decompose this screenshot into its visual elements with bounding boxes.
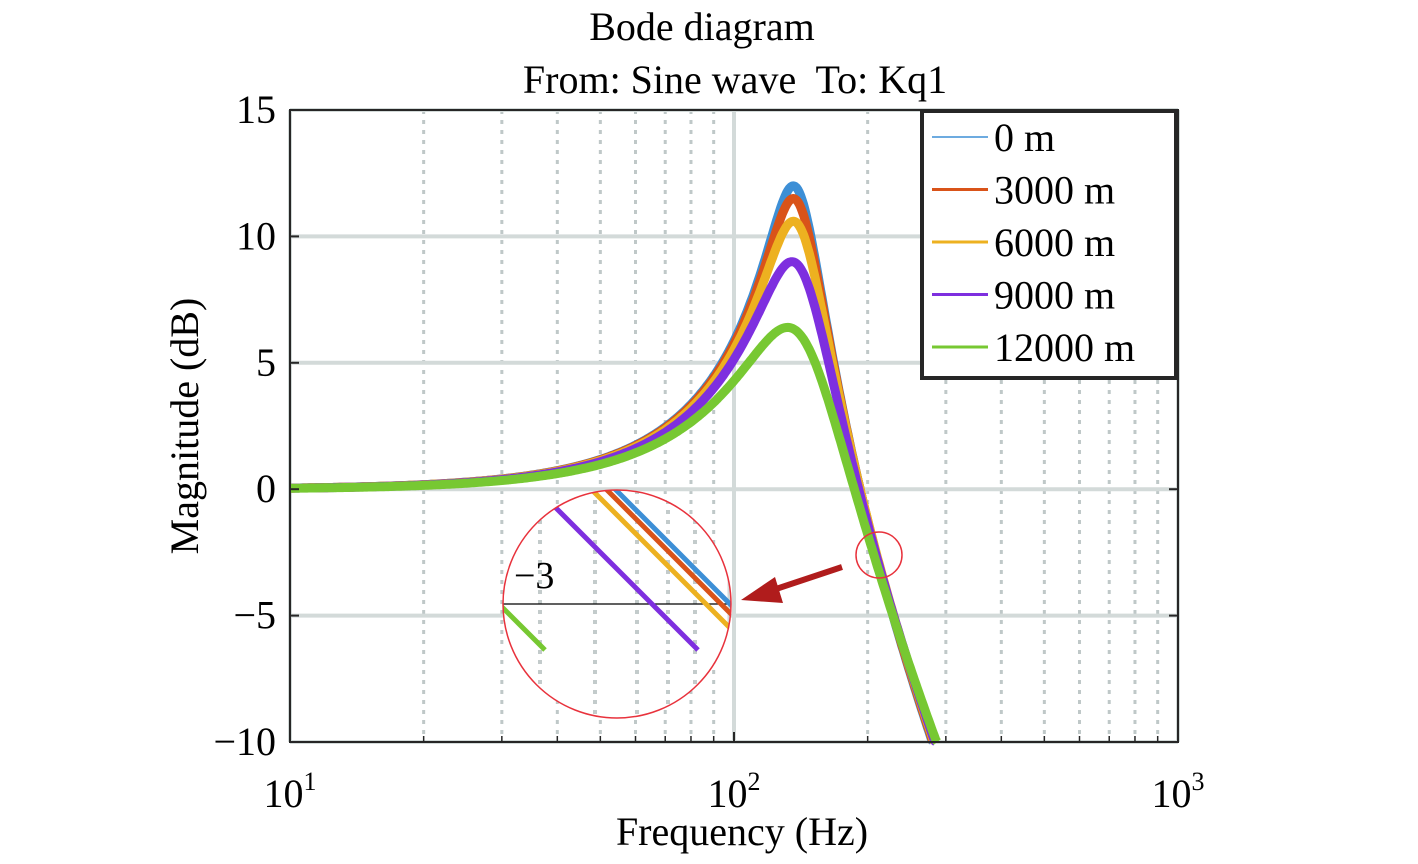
y-tick-label: 5 bbox=[256, 340, 276, 385]
series-line-12000-m bbox=[286, 322, 941, 745]
x-ticks: 101 102 103 bbox=[264, 732, 1205, 816]
chart-subtitle: From: Sine wave To: Kq1 bbox=[523, 57, 947, 102]
curves bbox=[286, 181, 941, 746]
legend-label: 12000 m bbox=[994, 325, 1135, 370]
callout-arrow-shaft bbox=[769, 564, 843, 594]
legend-label: 9000 m bbox=[994, 273, 1115, 318]
y-tick-label: −5 bbox=[233, 593, 276, 638]
zoom-series-line-12000-m bbox=[503, 490, 547, 652]
zoom-target-circle bbox=[855, 531, 903, 579]
y-tick-label: −10 bbox=[213, 719, 276, 764]
y-tick-label: 15 bbox=[236, 87, 276, 132]
x-tick-label: 101 bbox=[264, 767, 317, 816]
legend-label: 6000 m bbox=[994, 220, 1115, 265]
legend-label: 0 m bbox=[994, 115, 1055, 160]
x-tick-label: 102 bbox=[708, 767, 761, 816]
zoom-callout: −3 bbox=[502, 489, 903, 719]
y-ticks: 15 10 5 0 −5 −10 bbox=[213, 87, 1178, 764]
zoom-series-line-0-m bbox=[594, 490, 731, 652]
y-tick-label: 10 bbox=[236, 213, 276, 258]
y-tick-label: 0 bbox=[256, 466, 276, 511]
legend-box bbox=[920, 109, 1178, 380]
legend: 0 m 3000 m 6000 m 9000 m 12000 m bbox=[920, 109, 1178, 380]
x-axis-label: Frequency (Hz) bbox=[616, 809, 868, 854]
zoom-series-line-3000-m bbox=[585, 490, 731, 652]
zoom-lens-border bbox=[502, 489, 732, 719]
minus-3db-label: −3 bbox=[514, 555, 554, 597]
legend-label: 3000 m bbox=[994, 168, 1115, 213]
chart-title: Bode diagram bbox=[589, 4, 815, 49]
y-axis-label: Magnitude (dB) bbox=[162, 298, 207, 555]
x-tick-label: 103 bbox=[1152, 767, 1205, 816]
callout-arrow-head bbox=[741, 577, 783, 603]
zoom-series-line-6000-m bbox=[570, 490, 731, 652]
